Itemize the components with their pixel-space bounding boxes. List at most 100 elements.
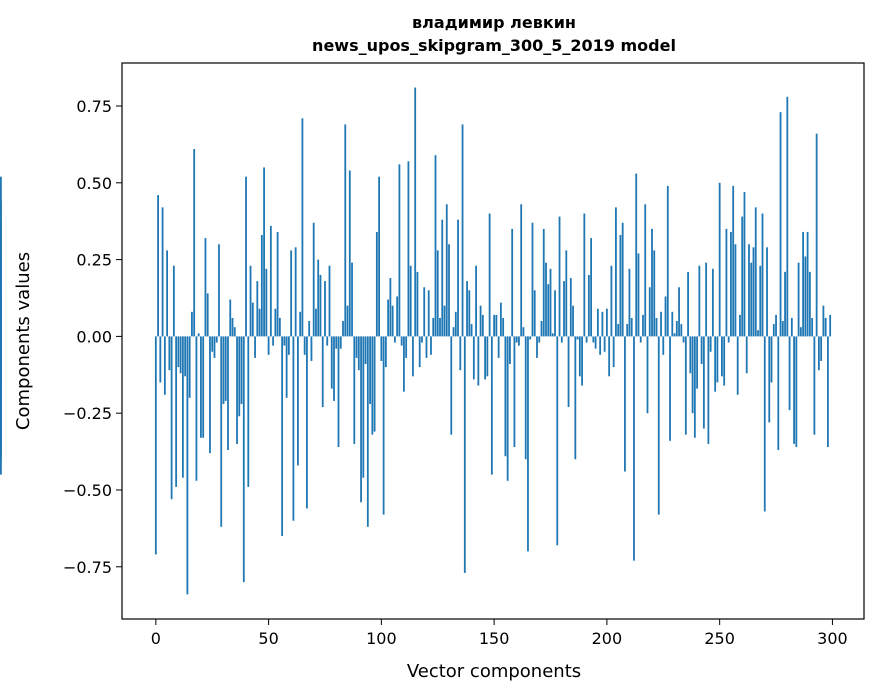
bar-256	[732, 185, 735, 337]
bar-165	[527, 336, 529, 552]
bar-224	[660, 311, 662, 337]
bar-144	[479, 305, 482, 337]
bar-31	[224, 336, 227, 401]
bar-77	[328, 265, 331, 337]
bar-218	[646, 336, 649, 414]
bar-271	[766, 247, 768, 337]
bar-116	[416, 271, 419, 337]
bar-97	[373, 336, 376, 432]
bar-92	[362, 336, 365, 478]
bar-33	[229, 299, 232, 337]
x-tick-label-50: 50	[258, 629, 278, 648]
bar-19	[197, 333, 200, 337]
bar-284	[795, 336, 798, 447]
bar-154	[502, 317, 505, 337]
bars	[0, 87, 832, 595]
bar-269	[761, 213, 764, 337]
bar-164	[524, 336, 527, 460]
bar-135	[459, 336, 462, 371]
bar-180	[560, 336, 563, 343]
bar-74	[321, 336, 324, 408]
bar-3	[161, 207, 164, 337]
bar-140	[470, 324, 473, 337]
bar-111	[405, 336, 408, 358]
bar-213	[635, 173, 638, 337]
bar-243	[702, 336, 705, 429]
bar-130	[448, 244, 450, 337]
bar-299	[829, 314, 832, 337]
bar-37	[238, 336, 241, 417]
y-tick-label-4: 0.25	[76, 251, 112, 270]
bar-278	[781, 321, 784, 337]
bar-50	[267, 336, 270, 355]
bar-204	[615, 207, 617, 337]
bar-18	[195, 336, 198, 481]
bar-251	[721, 336, 723, 377]
bar-232	[678, 287, 680, 337]
bar-141	[472, 336, 475, 380]
bar-175	[549, 268, 552, 337]
bar-5	[166, 250, 168, 337]
bar-72	[317, 259, 320, 337]
bar-95	[369, 336, 371, 404]
bar-14	[186, 336, 189, 595]
bar-206	[619, 235, 622, 337]
bar-48	[263, 167, 265, 337]
bar-42	[249, 265, 252, 337]
bar-200	[605, 308, 608, 337]
bar-126	[439, 317, 441, 337]
bar-107	[396, 296, 399, 337]
x-tick-label-150: 150	[479, 629, 510, 648]
bar-262	[745, 336, 748, 374]
bar-241	[698, 265, 701, 337]
bar-236	[687, 271, 689, 337]
bar-199	[603, 336, 606, 352]
bar-81	[337, 336, 340, 447]
y-tick-label-0: −0.75	[63, 558, 112, 577]
bar-221	[653, 250, 656, 337]
bar-226	[664, 296, 667, 337]
bar-185	[572, 305, 574, 337]
bar-176	[551, 333, 554, 337]
bar-153	[499, 302, 502, 337]
bar-277	[779, 112, 782, 337]
bar-71	[315, 308, 317, 337]
bar-56	[281, 336, 284, 537]
chart-title: владимир левкин	[412, 13, 576, 32]
bar-197	[599, 336, 602, 355]
bar-139	[468, 290, 471, 337]
bar-220	[651, 228, 653, 337]
bar-149	[490, 336, 493, 475]
bar-295	[820, 336, 823, 361]
bar-158	[511, 228, 514, 337]
bar-193	[590, 238, 592, 337]
bar-201	[608, 336, 611, 377]
bar-246	[709, 336, 712, 352]
bar-289	[806, 231, 809, 337]
bar-177	[554, 290, 556, 337]
bar-57	[283, 336, 286, 346]
bar-45	[256, 281, 259, 337]
bar-254	[727, 336, 730, 343]
bar-36	[236, 336, 238, 444]
bar-79	[333, 336, 335, 401]
bar-239	[693, 336, 696, 438]
bar-75	[324, 281, 326, 337]
bar-238	[691, 336, 694, 414]
bar-237	[689, 336, 692, 374]
bar-110	[403, 336, 405, 392]
bar-250	[718, 182, 721, 337]
bar-242	[700, 336, 703, 365]
bar-268	[759, 265, 762, 337]
bar-undefined	[0, 176, 2, 337]
bar-171	[540, 321, 543, 337]
bar-113	[409, 265, 412, 337]
bar-115	[414, 87, 417, 337]
bar-286	[799, 327, 802, 337]
bar-23	[206, 293, 209, 337]
bar-129	[445, 204, 448, 337]
bar-20	[200, 336, 202, 438]
bar-44	[254, 336, 256, 358]
x-tick-label-100: 100	[366, 629, 397, 648]
bar-93	[364, 336, 367, 365]
